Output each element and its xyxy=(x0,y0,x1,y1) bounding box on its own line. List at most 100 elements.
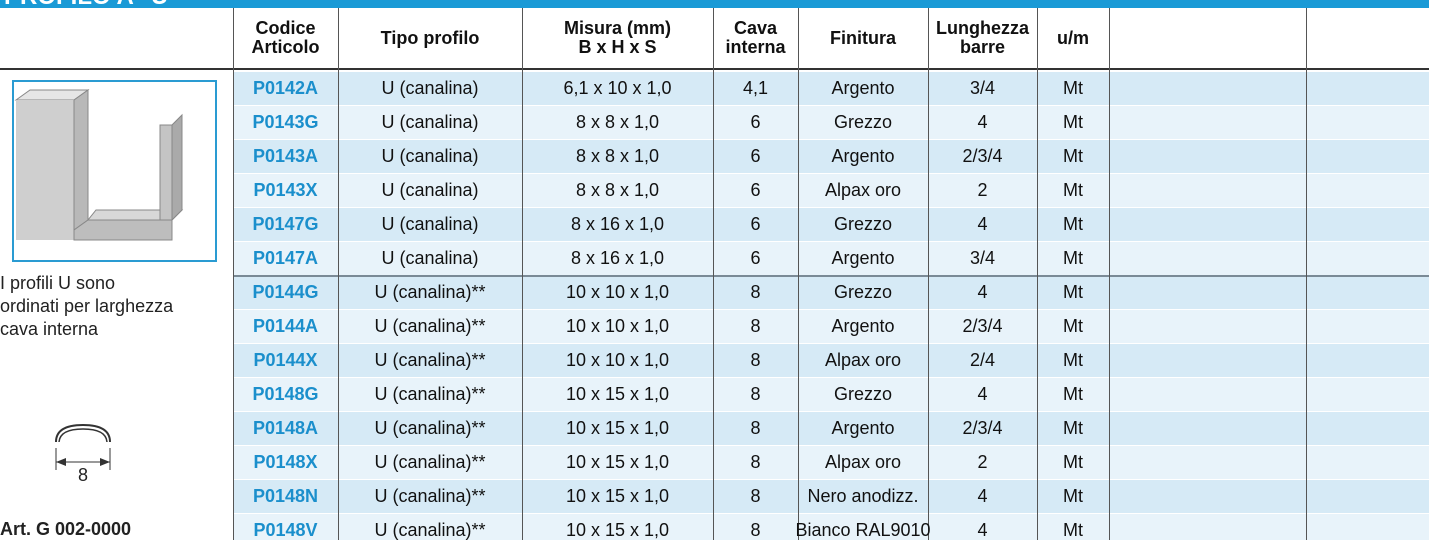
column-rule xyxy=(798,8,799,540)
title: PROFILO A "U" xyxy=(4,0,180,8)
article-code: P0148A xyxy=(252,417,319,438)
cell: Mt xyxy=(1063,77,1083,98)
cell: 6 xyxy=(750,213,761,234)
cell: Mt xyxy=(1063,213,1083,234)
cell: Argento xyxy=(831,145,895,166)
cell: 6 xyxy=(750,179,761,200)
dimension: 8 xyxy=(78,465,89,485)
article: Art. G 002-0000 xyxy=(0,519,132,539)
cell: Mt xyxy=(1063,349,1083,370)
cell: 10 x 10 x 1,0 xyxy=(565,349,670,370)
row-bg xyxy=(233,411,1429,445)
row-bg xyxy=(233,207,1429,241)
column-rule xyxy=(1306,8,1307,540)
cell: 4 xyxy=(977,111,988,132)
note-line: cava interna xyxy=(0,319,99,339)
row-bg xyxy=(233,241,1429,275)
cell: 8 xyxy=(750,281,761,302)
row-bg xyxy=(233,445,1429,479)
cell: U (canalina) xyxy=(381,77,479,98)
cell: Mt xyxy=(1063,111,1083,132)
cell: Alpax oro xyxy=(824,349,902,370)
cell: 2/4 xyxy=(969,349,996,370)
cell: 8 x 16 x 1,0 xyxy=(570,213,665,234)
cell: Mt xyxy=(1063,145,1083,166)
cell: Mt xyxy=(1063,281,1083,302)
article-code: P0148N xyxy=(252,485,319,506)
cell: 6 xyxy=(750,111,761,132)
cell: 8 xyxy=(750,383,761,404)
header-line: Cava xyxy=(733,18,778,38)
header-line: interna xyxy=(725,37,786,57)
cell: Mt xyxy=(1063,417,1083,438)
column-rule xyxy=(1037,8,1038,540)
cell: Grezzo xyxy=(833,213,893,234)
cell: Alpax oro xyxy=(824,179,902,200)
cell: Argento xyxy=(831,417,895,438)
article-code: P0148G xyxy=(252,383,319,404)
cell: U (canalina) xyxy=(381,213,479,234)
cell: 4 xyxy=(977,383,988,404)
cell: 4 xyxy=(977,213,988,234)
article-code: P0144G xyxy=(252,281,319,302)
cell: 4 xyxy=(977,519,988,540)
header-rule xyxy=(0,68,1429,70)
cell: Mt xyxy=(1063,485,1083,506)
row-bg xyxy=(233,377,1429,411)
cell: 2/3/4 xyxy=(962,315,1003,336)
cell: 4,1 xyxy=(742,77,769,98)
cell: 10 x 10 x 1,0 xyxy=(565,281,670,302)
header-line: Tipo profilo xyxy=(380,27,480,48)
row-bg xyxy=(233,275,1429,309)
cell: 8 xyxy=(750,417,761,438)
row-bg xyxy=(233,513,1429,540)
cell: Alpax oro xyxy=(824,451,902,472)
cell: Mt xyxy=(1063,519,1083,540)
cell: Argento xyxy=(831,77,895,98)
header-line: barre xyxy=(959,37,1006,57)
cell: U (canalina) xyxy=(381,111,479,132)
column-rule xyxy=(928,8,929,540)
cell: Mt xyxy=(1063,383,1083,404)
cell: 6 xyxy=(750,145,761,166)
cell: 2/3/4 xyxy=(962,145,1003,166)
header-line: Codice xyxy=(255,18,316,38)
row-bg xyxy=(233,173,1429,207)
cell: U (canalina)** xyxy=(374,417,486,438)
cell: 4 xyxy=(977,281,988,302)
column-rule xyxy=(713,8,714,540)
title-band: PROFILO A "U" xyxy=(0,0,1429,8)
article-code: P0143A xyxy=(252,145,319,166)
profile-image xyxy=(12,80,217,262)
column-rule xyxy=(1109,8,1110,540)
cell: Grezzo xyxy=(833,383,893,404)
cell: 10 x 15 x 1,0 xyxy=(565,451,670,472)
column-header: Codice Articolo xyxy=(233,8,338,68)
cell: Argento xyxy=(831,247,895,268)
article-code: P0144X xyxy=(253,349,318,370)
header-line: Articolo xyxy=(251,37,320,57)
article-code: P0142A xyxy=(252,77,319,98)
cell: U (canalina)** xyxy=(374,315,486,336)
row-bg xyxy=(233,479,1429,513)
article-code: P0148X xyxy=(253,451,318,472)
row-bg xyxy=(233,309,1429,343)
cell: 10 x 10 x 1,0 xyxy=(565,315,670,336)
section-icon xyxy=(55,423,111,470)
row-bg xyxy=(233,105,1429,139)
cell: 2 xyxy=(977,179,988,200)
column-rule xyxy=(522,8,523,540)
cell: 10 x 15 x 1,0 xyxy=(565,417,670,438)
column-header: Lunghezza barre xyxy=(928,8,1037,68)
cell: 10 x 15 x 1,0 xyxy=(565,383,670,404)
article-code: P0147G xyxy=(252,213,319,234)
cell: Mt xyxy=(1063,247,1083,268)
note: I profili U sono ordinati per larghezza … xyxy=(0,272,173,341)
cell: 8 x 8 x 1,0 xyxy=(575,145,660,166)
header-line: Lunghezza xyxy=(936,18,1029,38)
cell: Mt xyxy=(1063,179,1083,200)
cell: 8 x 16 x 1,0 xyxy=(570,247,665,268)
column-header: Misura (mm) B x H x S xyxy=(522,8,713,68)
cell: 4 xyxy=(977,485,988,506)
